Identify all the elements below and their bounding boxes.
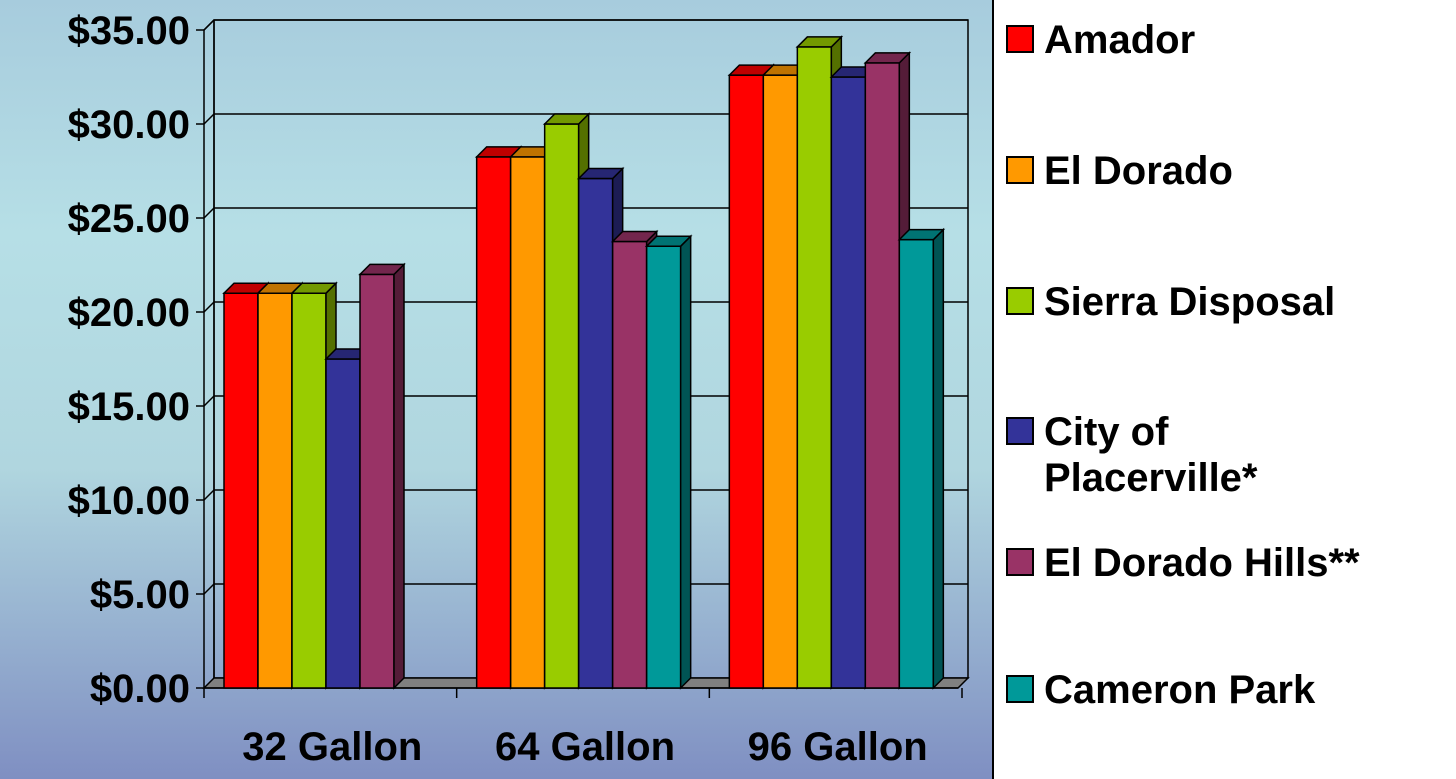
y-axis-top-edge	[203, 19, 215, 31]
bar	[358, 262, 406, 690]
gridline-side	[203, 489, 215, 501]
bar	[644, 234, 693, 690]
legend-label-sierra-disposal: Sierra Disposal	[1044, 280, 1336, 324]
legend-swatch-el-dorado-hills	[1006, 548, 1034, 576]
legend-swatch-city-of-placerville	[1006, 417, 1034, 445]
gridline-side	[203, 301, 215, 313]
bar-top	[897, 228, 946, 241]
bar-top	[542, 113, 591, 125]
bar-front	[359, 273, 395, 689]
gridline-side	[203, 583, 215, 595]
bar-top	[795, 36, 844, 48]
legend-item-cameron-park: Cameron Park	[1006, 667, 1454, 713]
legend-label-city-of-placerville: City of Placerville*	[1044, 410, 1258, 500]
y-tick-labels: $0.00 $5.00 $10.00 $15.00 $20.00 $25.00 $30.00…	[68, 9, 190, 711]
bar-front	[509, 156, 546, 689]
bar-front	[291, 292, 327, 689]
y-tick-label: $20.00	[68, 291, 190, 335]
bar-side	[393, 262, 405, 690]
gridline-side	[203, 395, 215, 407]
x-category-label: 96 Gallon	[748, 725, 928, 769]
legend-swatch-el-dorado	[1006, 156, 1034, 184]
bar-side	[932, 227, 945, 690]
gridline-side	[203, 113, 215, 125]
gridline-side	[203, 207, 215, 219]
bar-front	[796, 46, 833, 689]
bar-top	[863, 52, 912, 64]
x-category-label: 64 Gallon	[495, 725, 675, 769]
legend-item-amador: Amador	[1006, 17, 1454, 63]
bar-top	[610, 230, 659, 243]
legend-label-cameron-park: Cameron Park	[1044, 668, 1316, 712]
bars	[222, 35, 946, 690]
y-tick-label: $0.00	[90, 667, 190, 711]
legend-label-el-dorado: El Dorado	[1044, 149, 1233, 193]
bar-front	[830, 76, 867, 689]
legend-swatch-cameron-park	[1006, 675, 1034, 703]
legend-label-amador: Amador	[1044, 18, 1196, 62]
legend-item-el-dorado-hills: El Dorado Hills**	[1006, 540, 1454, 586]
bar-front	[728, 74, 765, 689]
bar-front	[611, 240, 648, 689]
x-category-labels: 32 Gallon 64 Gallon 96 Gallon	[242, 725, 927, 769]
y-tick-label: $35.00	[68, 9, 190, 53]
bar-front	[864, 62, 901, 689]
x-category-label: 32 Gallon	[242, 725, 422, 769]
bar-front	[543, 123, 580, 689]
y-tick-label: $30.00	[68, 103, 190, 147]
bar-front	[762, 74, 799, 689]
bar-front	[898, 238, 935, 689]
bar-front	[645, 245, 682, 689]
bar-top	[576, 167, 625, 180]
legend-item-sierra-disposal: Sierra Disposal	[1006, 279, 1454, 325]
bar-front	[475, 156, 512, 689]
bar-top	[290, 282, 338, 294]
legend-item-city-of-placerville: City of Placerville*	[1006, 409, 1258, 501]
bar-front	[223, 292, 259, 689]
bar-front	[257, 292, 293, 689]
legend-label-el-dorado-hills: El Dorado Hills**	[1044, 541, 1360, 585]
bar-front	[325, 358, 361, 689]
y-tick-label: $5.00	[90, 573, 190, 617]
legend-item-el-dorado: El Dorado	[1006, 148, 1454, 194]
y-tick-label: $25.00	[68, 197, 190, 241]
y-tick-label: $10.00	[68, 479, 190, 523]
chart: $0.00 $5.00 $10.00 $15.00 $20.00 $25.00 $30.00…	[68, 9, 970, 769]
bar-top	[358, 263, 406, 276]
bar	[897, 227, 946, 690]
legend-swatch-amador	[1006, 25, 1034, 53]
bar-side	[679, 234, 692, 690]
legend: Amador El Dorado Sierra Disposal City of…	[992, 0, 1456, 779]
legend-swatch-sierra-disposal	[1006, 287, 1034, 315]
bar-front	[577, 177, 614, 689]
y-tick-label: $15.00	[68, 385, 190, 429]
bar-top	[644, 235, 693, 247]
